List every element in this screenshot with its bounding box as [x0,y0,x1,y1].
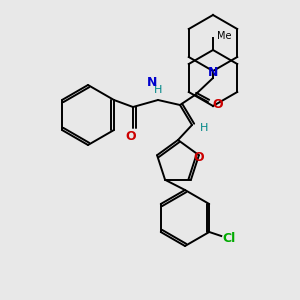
Text: Me: Me [217,31,232,41]
Text: N: N [208,65,218,79]
Text: O: O [126,130,136,142]
Text: O: O [213,98,223,112]
Text: Cl: Cl [223,232,236,244]
Text: H: H [200,123,208,133]
Text: O: O [194,151,204,164]
Text: H: H [154,85,162,95]
Text: N: N [147,76,157,88]
